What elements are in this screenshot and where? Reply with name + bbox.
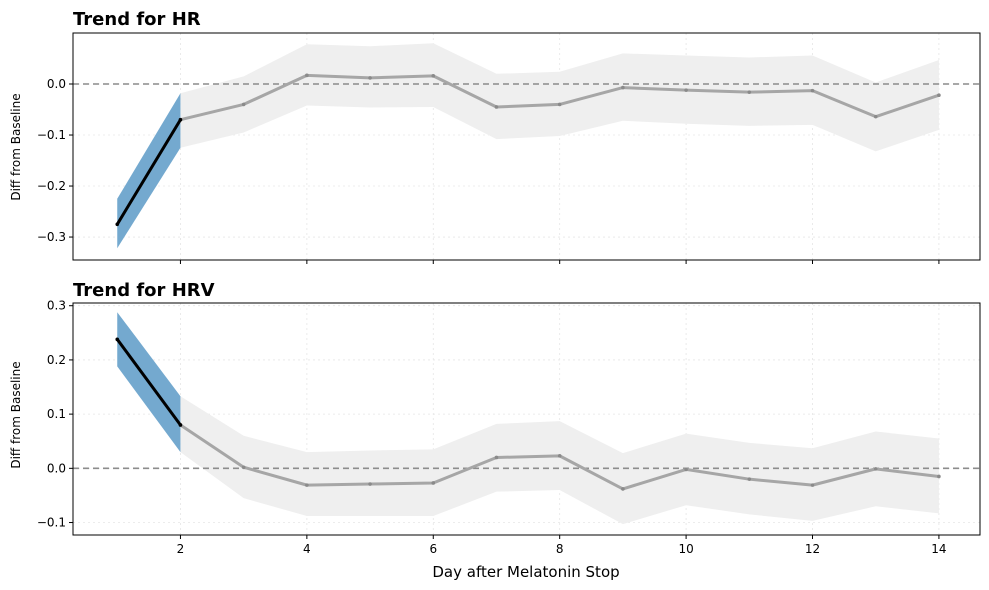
- hr-data-point: [368, 76, 372, 80]
- hrv-y-axis-label: Diff from Baseline: [9, 361, 23, 468]
- hrv-chart-title: Trend for HRV: [73, 280, 215, 301]
- hrv-axes-frame: [72, 302, 981, 536]
- hrv-y-tick-label: 0.0: [47, 461, 66, 475]
- hrv-data-point: [873, 467, 878, 471]
- hr-data-point: [557, 102, 562, 107]
- hrv-plot-area: −0.1 0.0 0.1 0.2 0.3 2 4 6 8 10 12 14: [37, 299, 981, 556]
- hr-highlight-data-point: [115, 222, 120, 227]
- hrv-y-tick-label: 0.3: [47, 299, 66, 313]
- hr-data-point: [873, 114, 878, 119]
- hrv-data-point: [747, 477, 752, 481]
- hrv-data-point: [431, 481, 436, 485]
- hr-rest-confidence-band: [180, 43, 939, 152]
- hrv-y-tick-label: 0.1: [47, 407, 66, 421]
- hrv-data-point: [684, 467, 688, 472]
- hr-data-point: [621, 85, 625, 90]
- hr-plot-area: −0.3 −0.2 −0.1 0.0: [37, 32, 981, 264]
- hr-data-point: [305, 73, 309, 78]
- hrv-data-point: [494, 455, 499, 460]
- hrv-data-point: [305, 483, 309, 487]
- hrv-highlight-data-point: [115, 337, 120, 342]
- hrv-y-tick-label: −0.1: [37, 516, 66, 530]
- hrv-x-tick-label: 2: [177, 542, 185, 556]
- hrv-data-point: [937, 474, 941, 479]
- hrv-data-point: [368, 482, 372, 486]
- hrv-x-tick-label: 6: [429, 542, 437, 556]
- hr-highlight-data-point: [178, 117, 183, 122]
- hrv-y-tick-label: 0.2: [47, 353, 66, 367]
- hr-y-tick-label: −0.2: [37, 179, 66, 193]
- hrv-highlight-trend-line: [116, 338, 182, 426]
- hrv-rest-confidence-band: [180, 396, 939, 525]
- hr-y-tick-label: −0.1: [37, 128, 66, 142]
- hr-data-point: [747, 90, 752, 94]
- hrv-x-tick-label: 8: [556, 542, 564, 556]
- hr-data-point: [810, 88, 815, 93]
- hr-highlight-trend-line: [115, 118, 182, 226]
- hrv-highlight-data-point: [178, 423, 183, 427]
- hr-y-tick-label: 0.0: [47, 77, 66, 91]
- hrv-data-point: [557, 454, 562, 458]
- hr-trend-panel: Trend for HR Diff from Baseline −0.3 −0.2…: [9, 9, 981, 264]
- x-axis-label: Day after Melatonin Stop: [432, 563, 619, 581]
- hrv-data-point: [241, 465, 246, 470]
- hr-y-axis-label: Diff from Baseline: [9, 93, 23, 200]
- hrv-data-point: [810, 483, 815, 487]
- hrv-data-point: [621, 487, 625, 491]
- hrv-x-tick-label: 12: [805, 542, 820, 556]
- hr-data-point: [684, 88, 688, 92]
- hrv-x-tick-label: 14: [931, 542, 946, 556]
- hr-data-point: [937, 93, 941, 98]
- hr-y-tick-label: −0.3: [37, 230, 66, 244]
- hr-data-point: [494, 105, 499, 109]
- hrv-x-tick-label: 10: [678, 542, 693, 556]
- hr-axes-frame: [72, 32, 981, 261]
- hrv-x-tick-label: 4: [303, 542, 311, 556]
- hr-chart-title: Trend for HR: [73, 9, 201, 30]
- hrv-trend-panel: Trend for HRV Diff from Baseline −0.1 0.0…: [9, 280, 981, 581]
- hr-data-point: [431, 74, 436, 78]
- hr-data-point: [241, 102, 246, 107]
